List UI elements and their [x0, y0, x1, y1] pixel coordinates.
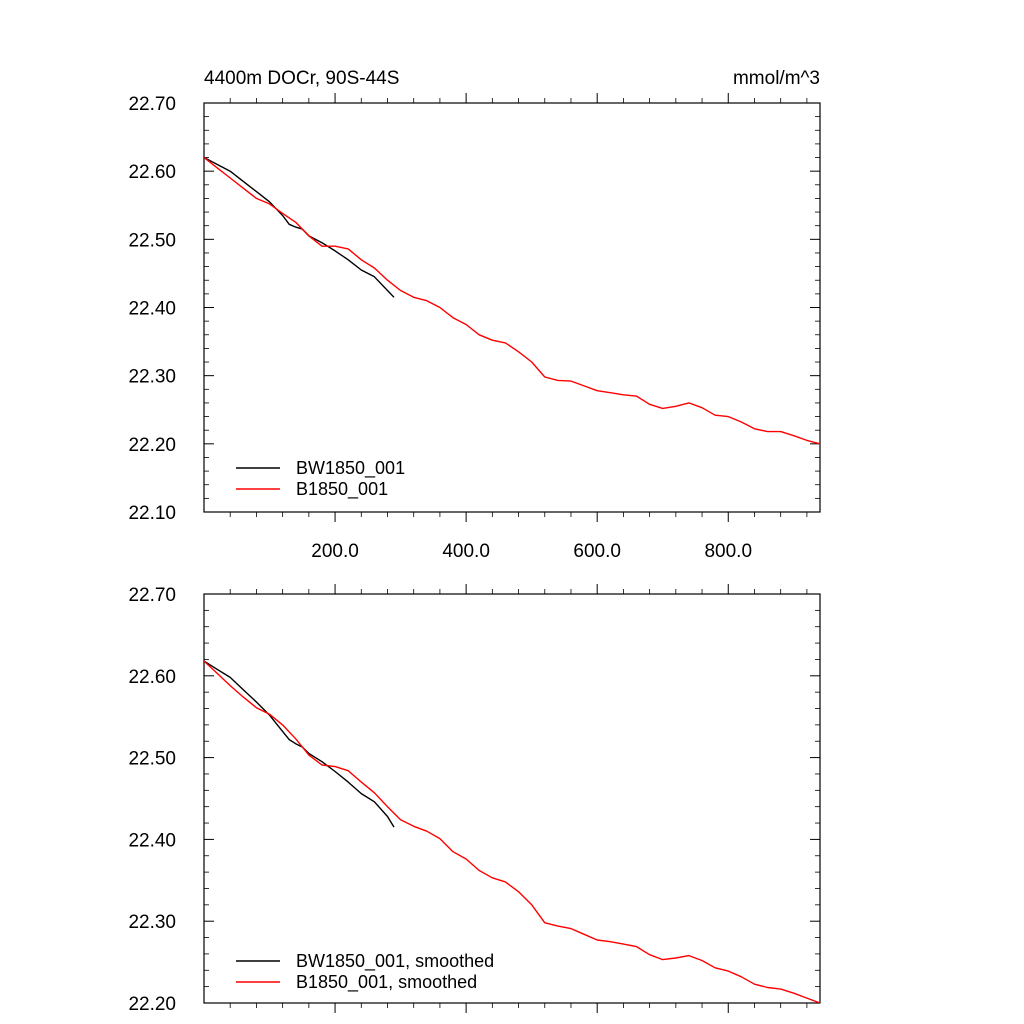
series-line-bw1850	[204, 660, 395, 828]
y-tick-label: 22.50	[128, 230, 176, 251]
series-line-bw1850	[204, 156, 395, 298]
y-tick-label: 22.40	[128, 830, 176, 851]
units-label: mmol/m^3	[733, 68, 820, 89]
chart-title: 4400m DOCr, 90S-44S	[204, 68, 399, 89]
y-tick-label: 22.30	[128, 367, 176, 388]
legend-label: B1850_001	[296, 479, 388, 500]
plot-frame	[203, 593, 821, 1004]
y-tick-label: 22.20	[128, 994, 176, 1015]
series-line-b1850	[204, 660, 820, 1003]
x-tick-label: 400.0	[442, 541, 490, 562]
top-panel: 22.10 22.20 22.30 22.40 22.50 22.60 22.70 200.0…	[128, 68, 821, 562]
legend-label: BW1850_001, smoothed	[296, 951, 494, 972]
y-tick-label: 22.70	[128, 94, 176, 115]
y-tick-label: 22.40	[128, 299, 176, 320]
x-tick-label: 800.0	[704, 541, 752, 562]
bottom-panel: 22.20 22.30 22.40 22.50 22.60 22.70 BW1850_001…	[128, 584, 821, 1015]
legend-label: B1850_001, smoothed	[296, 972, 477, 993]
y-tick-label: 22.60	[128, 162, 176, 183]
series-line-b1850	[204, 156, 820, 445]
x-tick-label: 200.0	[311, 541, 359, 562]
x-tick-label: 600.0	[573, 541, 621, 562]
legend-label: BW1850_001	[296, 458, 405, 479]
plot-frame	[203, 102, 821, 513]
y-tick-label: 22.50	[128, 749, 176, 770]
y-tick-label: 22.60	[128, 667, 176, 688]
y-tick-label: 22.10	[128, 503, 176, 524]
y-tick-label: 22.20	[128, 435, 176, 456]
y-tick-label: 22.30	[128, 912, 176, 933]
y-tick-label: 22.70	[128, 585, 176, 606]
